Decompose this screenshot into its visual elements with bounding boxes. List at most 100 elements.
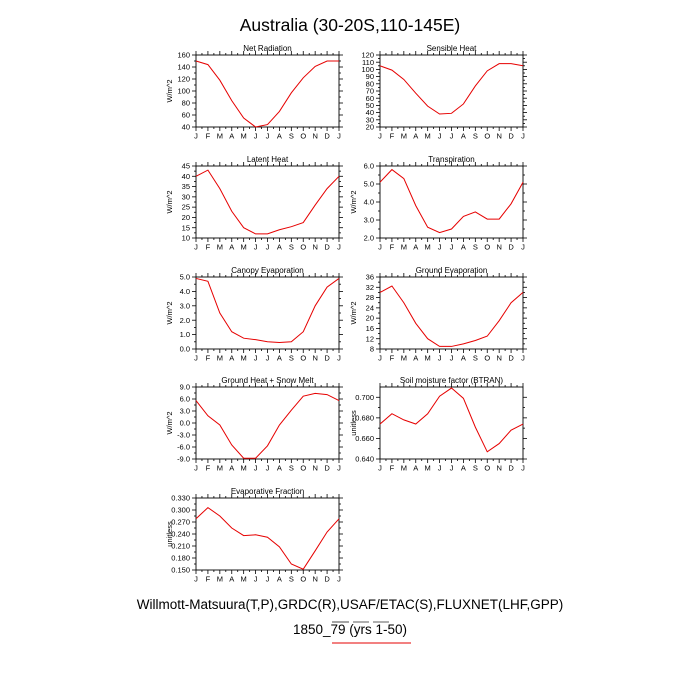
x-tick-label: A bbox=[277, 243, 282, 252]
x-tick-label: S bbox=[289, 464, 294, 473]
x-tick-label: D bbox=[324, 132, 330, 141]
y-tick-label: 20 bbox=[182, 213, 190, 222]
x-tick-label: J bbox=[194, 354, 198, 363]
y-tick-label: 25 bbox=[182, 203, 190, 212]
y-tick-label: 24 bbox=[366, 303, 374, 312]
x-tick-label: J bbox=[266, 354, 270, 363]
x-tick-label: F bbox=[390, 243, 395, 252]
y-tick-label: 70 bbox=[366, 87, 374, 96]
y-tick-label: -3.0 bbox=[177, 431, 190, 440]
x-tick-label: J bbox=[254, 575, 258, 584]
series-line bbox=[195, 506, 340, 570]
x-tick-label: A bbox=[413, 464, 418, 473]
y-tick-label: 6.0 bbox=[180, 395, 190, 404]
y-tick-label: 5.0 bbox=[180, 273, 190, 282]
x-tick-label: M bbox=[217, 132, 223, 141]
chart-panel: J F M A M J J A S O N D J2.03.04.05.06.0Transpiratio… bbox=[349, 155, 527, 252]
y-tick-label: 0.0 bbox=[180, 345, 190, 354]
y-tick-label: 30 bbox=[366, 115, 374, 124]
y-axis-label: unitless bbox=[349, 410, 358, 436]
y-tick-label: 0.700 bbox=[355, 393, 374, 402]
panel-title: Transpiration bbox=[428, 155, 474, 164]
x-tick-label: F bbox=[206, 354, 211, 363]
y-tick-label: 60 bbox=[366, 94, 374, 103]
y-tick-label: 0.0 bbox=[180, 419, 190, 428]
x-tick-label: F bbox=[206, 575, 211, 584]
plot-frame bbox=[195, 497, 340, 571]
y-tick-label: 0.270 bbox=[171, 518, 190, 527]
x-tick-label: D bbox=[324, 243, 330, 252]
x-tick-label: F bbox=[206, 243, 211, 252]
x-tick-label: J bbox=[378, 464, 382, 473]
x-tick-label: S bbox=[473, 132, 478, 141]
series-line bbox=[195, 169, 340, 235]
y-tick-label: 160 bbox=[177, 51, 190, 60]
x-tick-label: M bbox=[241, 132, 247, 141]
x-tick-label: O bbox=[300, 243, 306, 252]
x-tick-label: F bbox=[390, 354, 395, 363]
y-tick-label: 2.0 bbox=[364, 234, 374, 243]
y-tick-label: 2.0 bbox=[180, 316, 190, 325]
y-tick-label: 50 bbox=[366, 101, 374, 110]
y-tick-label: 3.0 bbox=[180, 301, 190, 310]
x-tick-label: M bbox=[241, 243, 247, 252]
x-tick-label: S bbox=[473, 354, 478, 363]
x-tick-label: J bbox=[254, 243, 258, 252]
y-tick-label: 36 bbox=[366, 273, 374, 282]
plot-frame bbox=[195, 386, 340, 460]
x-tick-label: O bbox=[300, 132, 306, 141]
y-tick-label: 1.0 bbox=[180, 330, 190, 339]
y-tick-label: 100 bbox=[177, 87, 190, 96]
x-tick-label: A bbox=[461, 354, 466, 363]
x-tick-label: D bbox=[508, 354, 514, 363]
x-tick-label: N bbox=[496, 354, 501, 363]
y-tick-label: 45 bbox=[182, 162, 190, 171]
y-axis-label: W/m^2 bbox=[165, 190, 174, 213]
x-tick-label: M bbox=[241, 464, 247, 473]
x-tick-label: J bbox=[378, 354, 382, 363]
x-tick-label: A bbox=[461, 464, 466, 473]
chart-panel: J F M A M J J A S O N D J2030405060708090100110120Se… bbox=[361, 44, 527, 141]
x-tick-label: M bbox=[241, 575, 247, 584]
plot-frame bbox=[379, 386, 524, 460]
x-tick-label: S bbox=[473, 243, 478, 252]
x-tick-label: D bbox=[324, 464, 330, 473]
x-tick-label: N bbox=[312, 464, 317, 473]
y-tick-label: 0.180 bbox=[171, 554, 190, 563]
x-tick-label: O bbox=[484, 132, 490, 141]
x-tick-label: J bbox=[337, 354, 341, 363]
x-tick-label: M bbox=[401, 243, 407, 252]
y-tick-label: 140 bbox=[177, 63, 190, 72]
x-tick-label: F bbox=[206, 132, 211, 141]
x-tick-label: D bbox=[324, 575, 330, 584]
y-tick-label: 20 bbox=[366, 314, 374, 323]
x-tick-label: J bbox=[194, 464, 198, 473]
x-tick-label: J bbox=[337, 464, 341, 473]
series-line bbox=[379, 285, 524, 347]
x-tick-label: J bbox=[337, 243, 341, 252]
y-tick-label: 3.0 bbox=[180, 407, 190, 416]
y-tick-label: 40 bbox=[182, 172, 190, 181]
x-tick-label: N bbox=[496, 464, 501, 473]
plot-frame bbox=[379, 54, 524, 128]
y-tick-label: 35 bbox=[182, 182, 190, 191]
series-line bbox=[379, 168, 524, 234]
x-tick-label: J bbox=[438, 354, 442, 363]
x-tick-label: J bbox=[438, 464, 442, 473]
x-tick-label: M bbox=[425, 464, 431, 473]
x-tick-label: J bbox=[194, 575, 198, 584]
x-tick-label: J bbox=[378, 132, 382, 141]
footer-caption: Willmott-Matsuura(T,P),GRDC(R),USAF/ETAC… bbox=[137, 597, 564, 612]
x-tick-label: A bbox=[413, 354, 418, 363]
y-tick-label: 0.210 bbox=[171, 542, 190, 551]
y-tick-label: 90 bbox=[366, 72, 374, 81]
y-tick-label: 4.0 bbox=[364, 198, 374, 207]
x-tick-label: O bbox=[484, 243, 490, 252]
x-tick-label: A bbox=[229, 575, 234, 584]
x-tick-label: S bbox=[473, 464, 478, 473]
x-tick-label: M bbox=[425, 243, 431, 252]
